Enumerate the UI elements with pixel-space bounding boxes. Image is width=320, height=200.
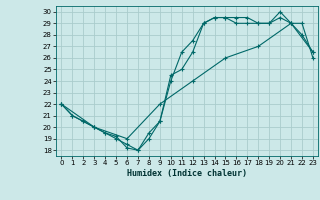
X-axis label: Humidex (Indice chaleur): Humidex (Indice chaleur) bbox=[127, 169, 247, 178]
